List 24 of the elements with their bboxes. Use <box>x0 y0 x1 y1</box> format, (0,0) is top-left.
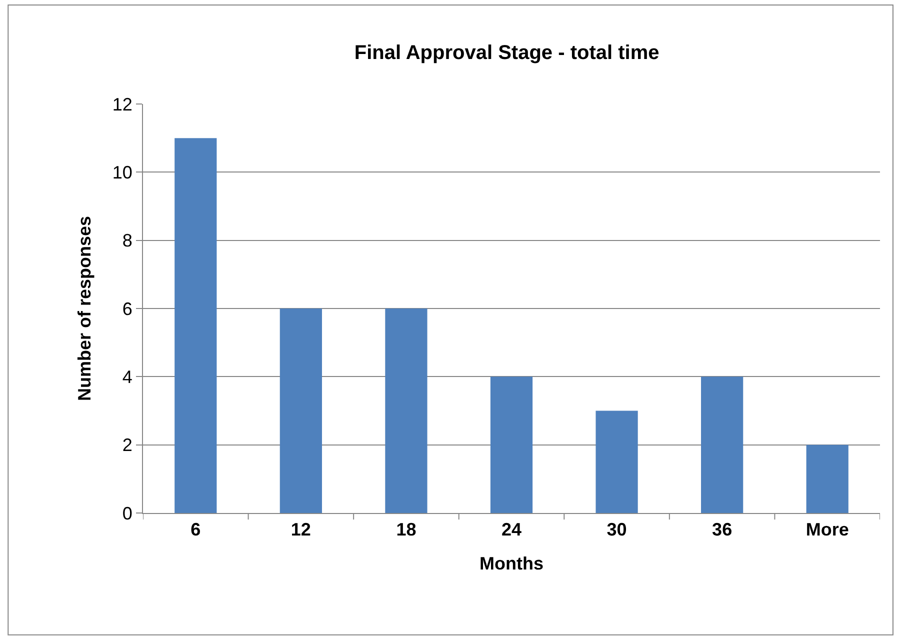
x-tick-label: 36 <box>712 520 732 540</box>
y-axis-title: Number of responses <box>74 216 95 402</box>
y-tick-label: 2 <box>122 435 132 456</box>
y-tick-label: 12 <box>112 94 132 114</box>
x-tick-label: 30 <box>606 520 627 540</box>
chart-title: Final Approval Stage - total time <box>354 42 660 64</box>
bar <box>385 308 428 513</box>
bar <box>701 376 744 513</box>
y-tick-label: 0 <box>122 503 132 524</box>
bar <box>806 444 848 513</box>
bar <box>280 308 322 513</box>
x-tick-label: 12 <box>290 520 311 540</box>
y-tick-label: 10 <box>112 162 132 182</box>
y-tick-label: 4 <box>122 366 132 387</box>
x-tick-label: 24 <box>501 520 522 540</box>
x-tick-label: 6 <box>190 520 201 540</box>
bar <box>174 138 217 513</box>
y-tick-label: 8 <box>122 230 132 251</box>
bar <box>596 410 638 513</box>
x-axis-title: Months <box>480 554 544 574</box>
y-tick-label: 6 <box>122 298 132 319</box>
x-tick-label: More <box>806 520 849 540</box>
bar <box>490 376 533 513</box>
x-tick-label: 18 <box>396 520 416 540</box>
